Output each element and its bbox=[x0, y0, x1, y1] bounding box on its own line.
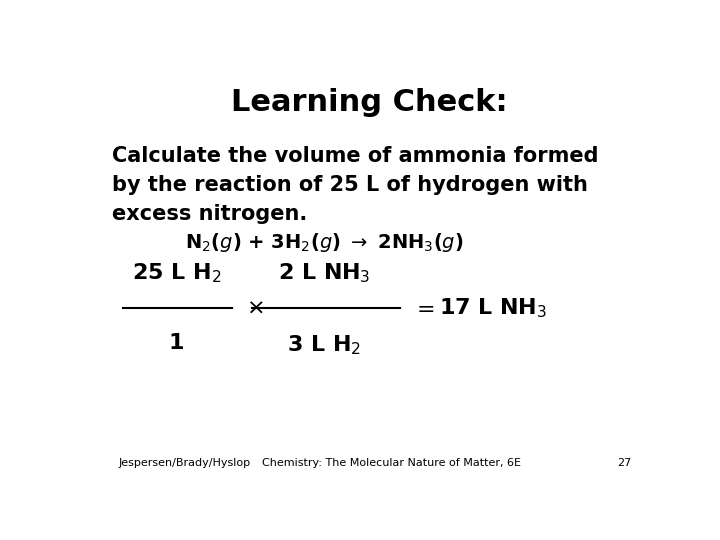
Text: $=$: $=$ bbox=[413, 298, 435, 318]
Text: 27: 27 bbox=[617, 458, 631, 468]
Text: Calculate the volume of ammonia formed: Calculate the volume of ammonia formed bbox=[112, 146, 599, 166]
Text: by the reaction of 25 L of hydrogen with: by the reaction of 25 L of hydrogen with bbox=[112, 175, 588, 195]
Text: 3 L H$_2$: 3 L H$_2$ bbox=[287, 333, 361, 356]
Text: 2 L NH$_3$: 2 L NH$_3$ bbox=[278, 261, 371, 285]
Text: Jespersen/Brady/Hyslop: Jespersen/Brady/Hyslop bbox=[119, 458, 251, 468]
Text: 17 L NH$_3$: 17 L NH$_3$ bbox=[438, 296, 546, 320]
Text: Learning Check:: Learning Check: bbox=[230, 87, 508, 117]
Text: excess nitrogen.: excess nitrogen. bbox=[112, 204, 307, 224]
Text: 1: 1 bbox=[168, 333, 184, 353]
Text: 25 L H$_2$: 25 L H$_2$ bbox=[132, 261, 221, 285]
Text: $\times$: $\times$ bbox=[246, 298, 264, 318]
Text: N$_2$($g$) + 3H$_2$($g$) $\rightarrow$ 2NH$_3$($g$): N$_2$($g$) + 3H$_2$($g$) $\rightarrow$ 2… bbox=[185, 231, 464, 254]
Text: Chemistry: The Molecular Nature of Matter, 6E: Chemistry: The Molecular Nature of Matte… bbox=[262, 458, 521, 468]
